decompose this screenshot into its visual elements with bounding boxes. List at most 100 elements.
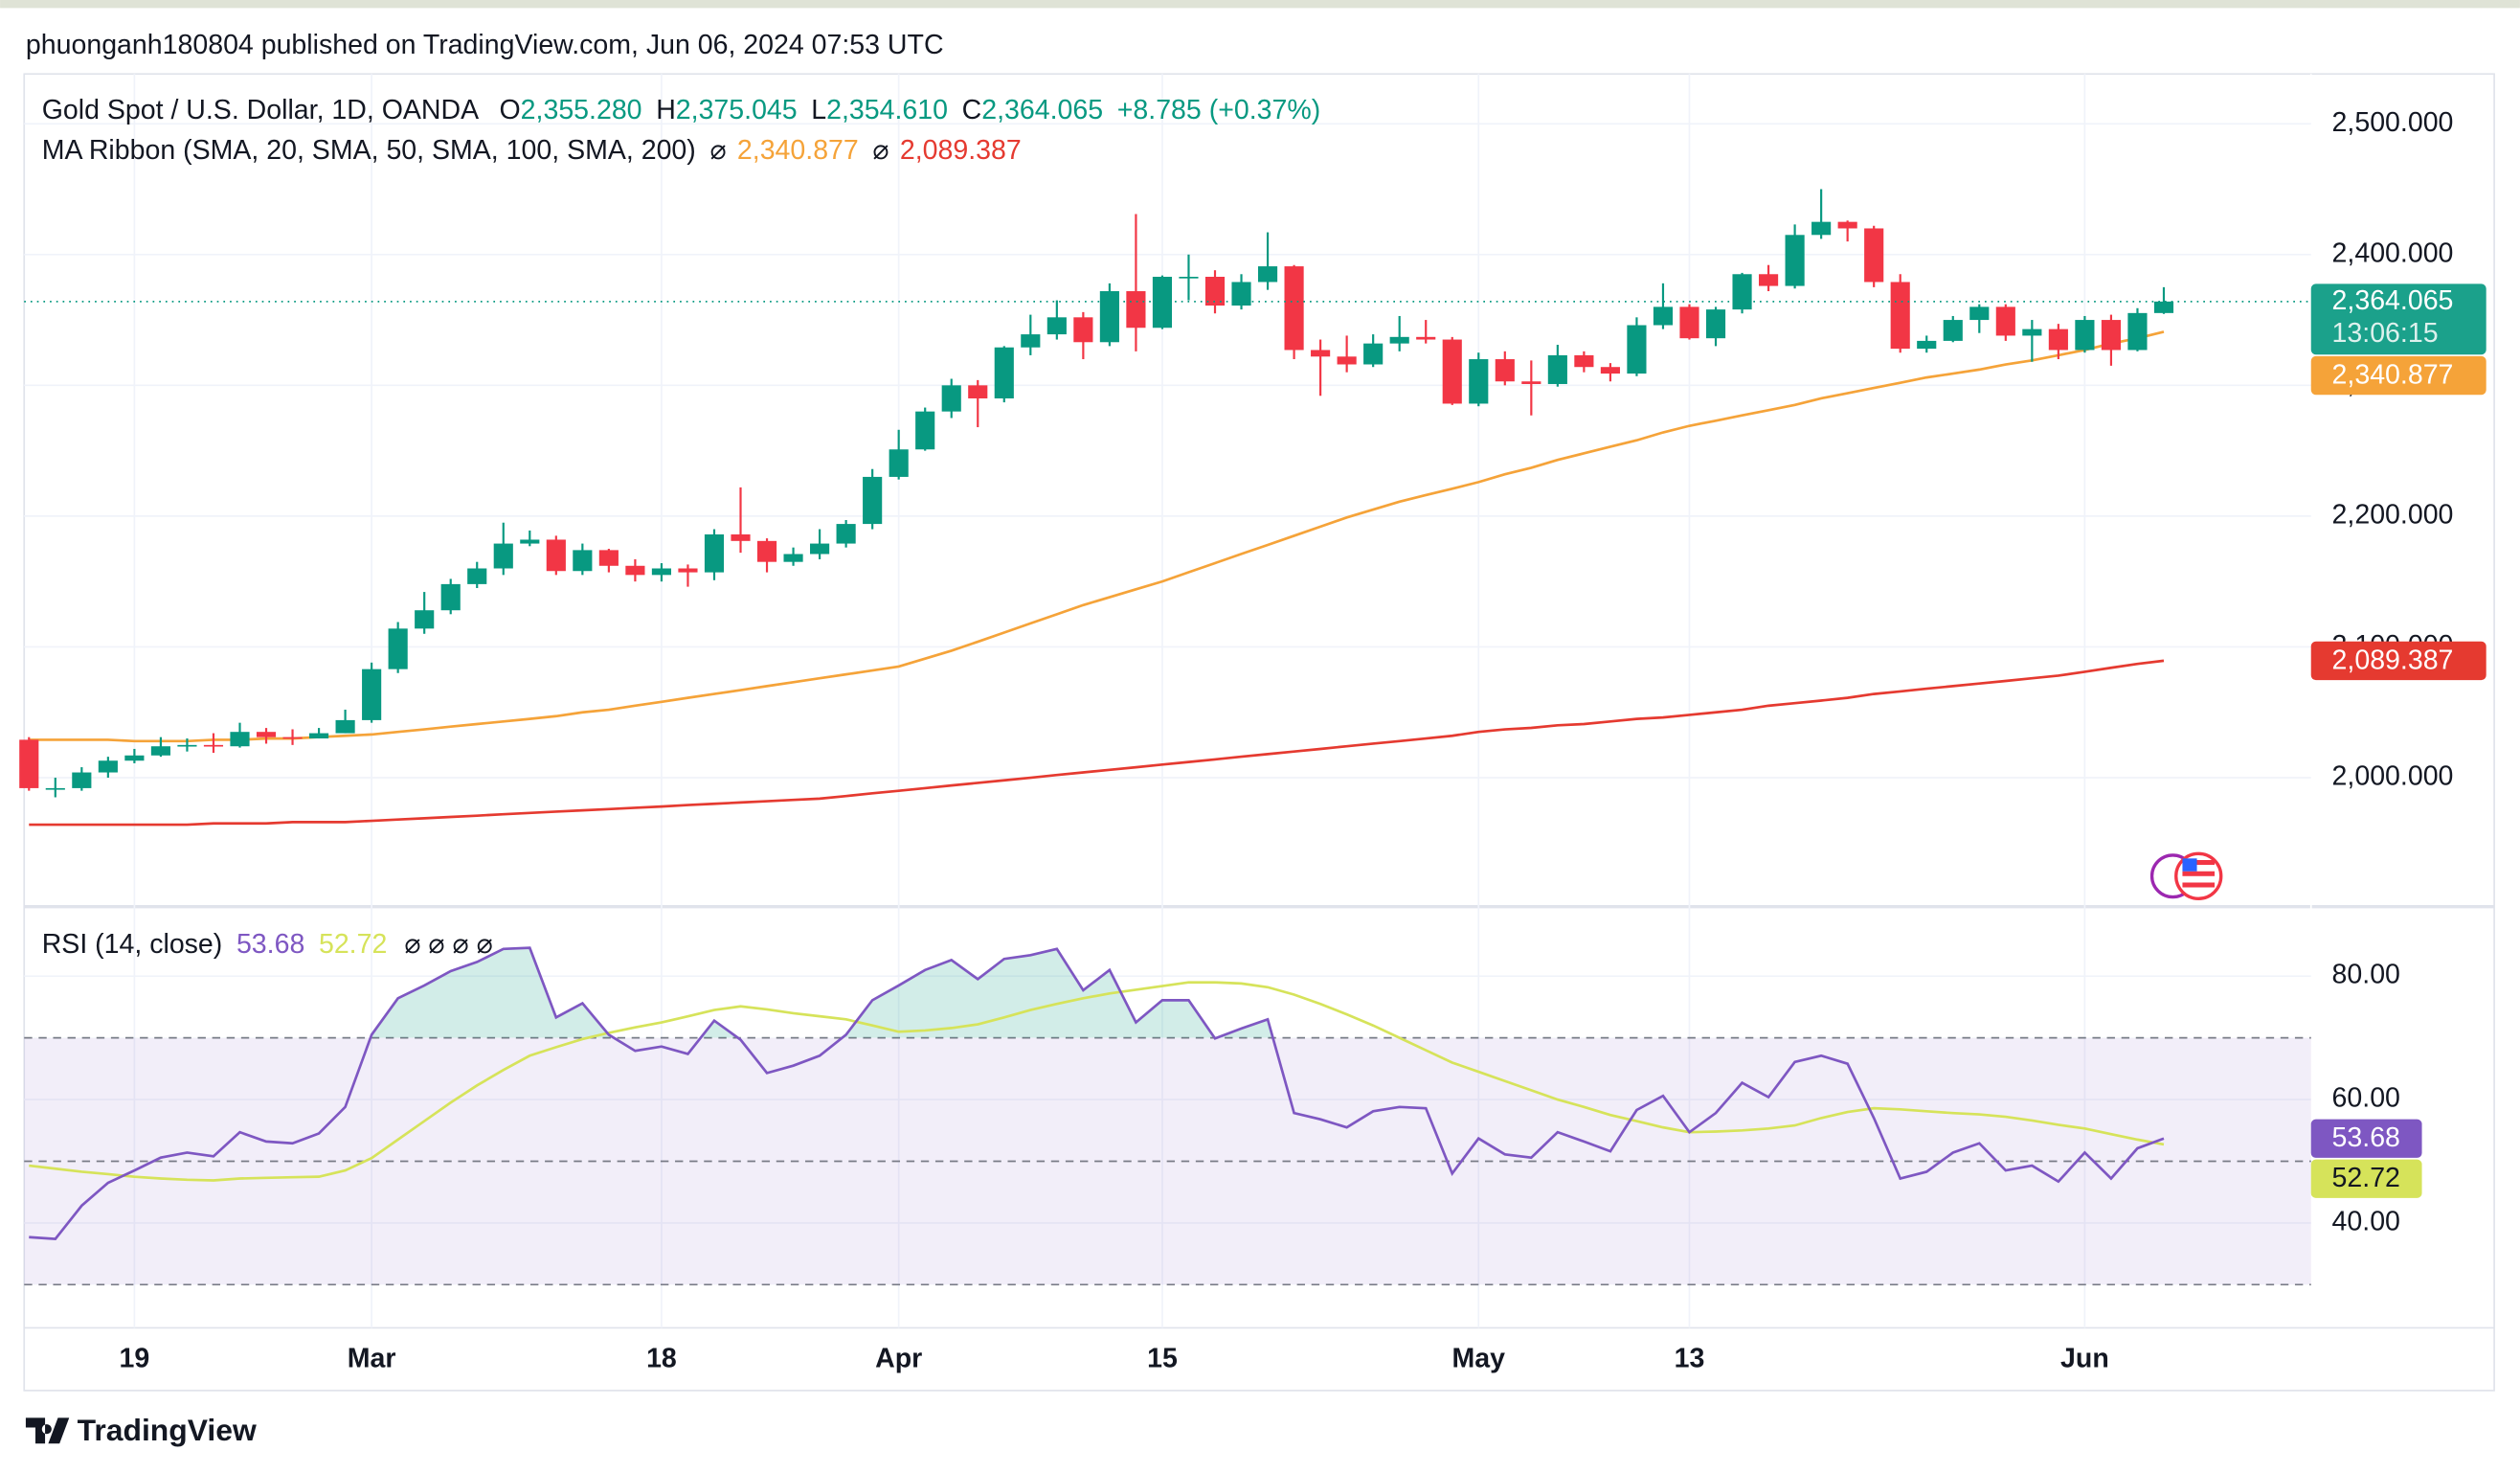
quote-open-letter: O xyxy=(499,94,520,125)
brand-name[interactable]: TradingView xyxy=(78,1413,257,1447)
candle-body xyxy=(678,568,698,573)
candle-body xyxy=(1785,235,1805,286)
rsi-value: 53.68 xyxy=(236,928,304,959)
event-icons[interactable] xyxy=(2149,851,2223,900)
candle-body xyxy=(546,539,566,572)
candle-body xyxy=(1732,274,1752,310)
candle-body xyxy=(2048,329,2068,351)
candle-body xyxy=(1995,306,2015,336)
quote-low-letter: L xyxy=(811,94,826,125)
candle-body xyxy=(1046,317,1067,335)
candle-body xyxy=(1547,354,1567,384)
rsi-line xyxy=(29,946,2165,1240)
candle-body xyxy=(1917,340,1937,350)
candle-body xyxy=(968,385,988,398)
candle-body xyxy=(651,568,672,576)
candle-body xyxy=(1284,266,1304,351)
candle-body xyxy=(836,524,856,544)
candle-body xyxy=(2153,301,2174,313)
candle-body xyxy=(2022,329,2042,336)
x-tick-label: Apr xyxy=(875,1344,922,1374)
candle-body xyxy=(309,733,329,739)
candle-body xyxy=(1204,277,1226,306)
candle-body xyxy=(1943,320,1963,341)
quote-close: 2,364.065 xyxy=(981,94,1103,125)
quote-open: 2,355.280 xyxy=(521,94,642,125)
candle-body xyxy=(335,719,355,734)
candle-body xyxy=(1864,228,1884,283)
candle-body xyxy=(756,540,777,562)
y-tick-label: 2,000.000 xyxy=(2332,761,2454,792)
candle-body xyxy=(1627,325,1647,374)
candle-body xyxy=(1759,274,1779,286)
candle-body xyxy=(177,744,197,747)
flag-stripe xyxy=(2182,882,2216,888)
candle-body xyxy=(1363,343,1384,365)
candle-body xyxy=(1257,266,1278,283)
rsi-symbols: ⌀ ⌀ ⌀ ⌀ xyxy=(404,928,492,959)
candle-body xyxy=(941,385,961,412)
candle-body xyxy=(1021,334,1041,348)
symbol-title: Gold Spot / U.S. Dollar, 1D, OANDA xyxy=(42,94,479,125)
ma50-value: 2,340.877 xyxy=(737,134,859,165)
candle-body xyxy=(1574,354,1594,368)
flag-stripe xyxy=(2182,859,2216,866)
rsi-badge xyxy=(2310,1159,2422,1198)
chart-frame xyxy=(23,73,2495,1392)
rsi-ma-value: 52.72 xyxy=(319,928,387,959)
candle-body xyxy=(150,746,170,756)
candle-body xyxy=(1653,306,1674,326)
flag-stripe xyxy=(2182,871,2216,876)
candle-body xyxy=(45,787,65,790)
candle-body xyxy=(1679,306,1699,339)
last-price-badge xyxy=(2310,283,2486,355)
candle-body xyxy=(440,583,461,611)
candle-body xyxy=(598,550,619,566)
candle-body xyxy=(810,543,830,555)
quote-low: 2,354.610 xyxy=(826,94,948,125)
overbought-fill xyxy=(370,947,1273,1038)
candle-body xyxy=(282,736,303,739)
ma-line xyxy=(29,330,2165,743)
ma-line xyxy=(29,659,2165,827)
candle-body xyxy=(573,550,593,572)
rsi-badge xyxy=(2310,1119,2422,1158)
countdown-label: 13:06:15 xyxy=(2332,318,2439,349)
quote-high: 2,375.045 xyxy=(676,94,798,125)
y-tick-label: 2,500.000 xyxy=(2332,107,2454,138)
y-tick-label: 80.00 xyxy=(2332,960,2400,990)
ma-legend: MA Ribbon (SMA, 20, SMA, 50, SMA, 100, S… xyxy=(42,134,1022,165)
candle-body xyxy=(731,534,751,541)
candle-body xyxy=(98,760,118,773)
brand-logo[interactable]: TradingView xyxy=(25,1413,257,1447)
quote-close-letter: C xyxy=(962,94,982,125)
candle-body xyxy=(72,772,92,788)
y-tick-label: 40.00 xyxy=(2332,1206,2400,1236)
candle-body xyxy=(1099,291,1119,343)
ma-symbol: ⌀ xyxy=(872,134,889,165)
marks: 19Mar18Apr15May13Jun2,000.0002,100.0002,… xyxy=(19,74,2454,1374)
candle-body xyxy=(467,568,487,584)
rsi-badge-label: 53.68 xyxy=(2332,1122,2400,1153)
rsi-line xyxy=(29,981,2165,1182)
candle-body xyxy=(1073,317,1093,343)
ma200-value: 2,089.387 xyxy=(900,134,1022,165)
candle-body xyxy=(1416,336,1436,340)
candle-body xyxy=(783,554,803,562)
quote-change: +8.785 (+0.37%) xyxy=(1117,94,1320,125)
candle-body xyxy=(625,565,645,576)
ma-title: MA Ribbon (SMA, 20, SMA, 50, SMA, 100, S… xyxy=(42,134,696,165)
candle-body xyxy=(994,347,1014,398)
ma-badge-label: 2,340.877 xyxy=(2332,359,2454,390)
candle-body xyxy=(1389,336,1409,344)
rsi-legend: RSI (14, close) 53.68 52.72 ⌀ ⌀ ⌀ ⌀ xyxy=(42,928,493,959)
candle-body xyxy=(1126,291,1146,329)
candle-body xyxy=(124,755,145,761)
candle-body xyxy=(1969,306,1990,321)
candle-body xyxy=(493,543,513,569)
ma-badge-label: 2,089.387 xyxy=(2332,645,2454,675)
x-tick-label: 18 xyxy=(646,1344,677,1374)
ma-badge xyxy=(2310,641,2486,681)
x-tick-label: 19 xyxy=(120,1344,150,1374)
